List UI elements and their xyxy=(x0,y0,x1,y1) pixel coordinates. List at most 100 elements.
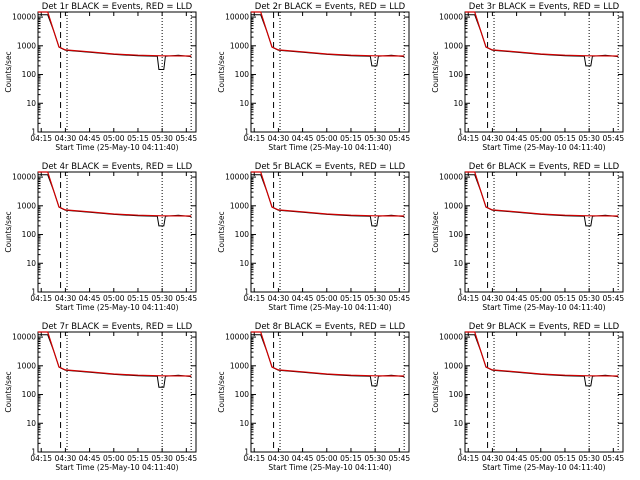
lld-series-line xyxy=(465,11,619,57)
lld-series-line xyxy=(251,171,405,217)
panel-title: Det 9r BLACK = Events, RED = LLD xyxy=(469,322,620,332)
y-tick-label: 100 xyxy=(449,70,464,79)
x-tick-label: 05:15 xyxy=(127,454,149,463)
y-axis-label: Counts/sec xyxy=(4,51,13,92)
panel-title: Det 3r BLACK = Events, RED = LLD xyxy=(469,2,620,12)
x-tick-label: 05:45 xyxy=(603,294,625,303)
plot-frame xyxy=(37,11,197,133)
x-tick-label: 04:30 xyxy=(482,134,504,143)
panel-title: Det 4r BLACK = Events, RED = LLD xyxy=(42,162,193,172)
x-tick-label: 05:45 xyxy=(389,294,411,303)
y-tick-label: 100 xyxy=(449,390,464,399)
x-tick-label: 05:00 xyxy=(316,454,338,463)
panel-4: Det 4r BLACK = Events, RED = LLD 1 10 100 10… xyxy=(4,162,197,312)
x-tick-label: 05:00 xyxy=(530,294,552,303)
y-tick-label: 1000 xyxy=(230,41,249,50)
y-tick-label: 1 xyxy=(244,288,249,297)
x-axis-label: Start Time (25-May-10 04:11:40) xyxy=(482,143,605,152)
lld-series-line xyxy=(38,331,192,377)
y-tick-label: 100 xyxy=(235,390,250,399)
y-axis-label: Counts/sec xyxy=(4,211,13,252)
x-axis-label: Start Time (25-May-10 04:11:40) xyxy=(55,303,178,312)
x-tick-label: 05:30 xyxy=(151,454,173,463)
x-tick-label: 05:00 xyxy=(103,294,125,303)
x-tick-label: 04:15 xyxy=(243,454,265,463)
x-tick-label: 05:30 xyxy=(364,454,386,463)
y-tick-label: 1 xyxy=(458,128,463,137)
y-tick-label: 10 xyxy=(239,99,249,108)
lld-series-line xyxy=(465,171,619,217)
x-tick-label: 05:00 xyxy=(530,134,552,143)
x-tick-label: 04:45 xyxy=(506,134,528,143)
y-tick-label: 10000 xyxy=(439,333,463,342)
x-tick-label: 04:15 xyxy=(457,454,479,463)
y-tick-label: 1 xyxy=(244,128,249,137)
x-tick-label: 04:15 xyxy=(457,294,479,303)
x-tick-label: 04:45 xyxy=(79,134,101,143)
y-axis-label: Counts/sec xyxy=(217,371,226,412)
y-tick-label: 10000 xyxy=(12,173,36,182)
x-tick-label: 04:45 xyxy=(292,454,314,463)
x-tick-label: 04:30 xyxy=(268,294,290,303)
x-tick-label: 04:30 xyxy=(268,454,290,463)
y-tick-label: 100 xyxy=(22,390,37,399)
y-tick-label: 1000 xyxy=(230,361,249,370)
x-tick-label: 05:45 xyxy=(389,134,411,143)
x-tick-label: 05:45 xyxy=(389,454,411,463)
x-tick-label: 05:15 xyxy=(340,294,362,303)
x-tick-label: 04:45 xyxy=(506,454,528,463)
x-tick-label: 04:45 xyxy=(506,294,528,303)
lld-series-line xyxy=(38,171,192,217)
y-tick-label: 10000 xyxy=(225,13,249,22)
x-tick-label: 05:30 xyxy=(578,294,600,303)
y-tick-label: 10 xyxy=(26,99,36,108)
panel-3: Det 3r BLACK = Events, RED = LLD 1 10 100 10… xyxy=(431,2,624,152)
panel-title: Det 1r BLACK = Events, RED = LLD xyxy=(42,2,193,12)
y-tick-label: 1000 xyxy=(17,361,36,370)
x-tick-label: 05:30 xyxy=(151,134,173,143)
x-tick-label: 04:15 xyxy=(243,134,265,143)
lld-series-line xyxy=(251,11,405,57)
y-tick-label: 10 xyxy=(453,419,463,428)
x-tick-label: 04:15 xyxy=(30,454,52,463)
y-tick-label: 10000 xyxy=(12,13,36,22)
plot-frame xyxy=(464,11,624,133)
y-tick-label: 1 xyxy=(244,448,249,457)
plot-frame xyxy=(37,171,197,293)
x-tick-label: 05:00 xyxy=(530,454,552,463)
x-axis-label: Start Time (25-May-10 04:11:40) xyxy=(482,463,605,472)
x-axis-label: Start Time (25-May-10 04:11:40) xyxy=(268,463,391,472)
y-tick-label: 100 xyxy=(235,230,250,239)
x-tick-label: 05:30 xyxy=(578,134,600,143)
y-tick-label: 10 xyxy=(239,259,249,268)
y-tick-label: 10 xyxy=(453,259,463,268)
x-tick-label: 05:30 xyxy=(151,294,173,303)
x-tick-label: 05:45 xyxy=(176,134,198,143)
panel-title: Det 7r BLACK = Events, RED = LLD xyxy=(42,322,193,332)
x-tick-label: 04:30 xyxy=(55,134,77,143)
y-tick-label: 1000 xyxy=(444,201,463,210)
panel-title: Det 8r BLACK = Events, RED = LLD xyxy=(255,322,406,332)
y-axis-label: Counts/sec xyxy=(431,371,440,412)
x-tick-label: 04:15 xyxy=(30,294,52,303)
x-tick-label: 04:30 xyxy=(482,294,504,303)
y-tick-label: 10000 xyxy=(12,333,36,342)
y-tick-label: 10000 xyxy=(439,173,463,182)
x-tick-label: 05:15 xyxy=(554,454,576,463)
x-tick-label: 05:15 xyxy=(127,134,149,143)
y-tick-label: 1 xyxy=(31,448,36,457)
x-tick-label: 04:30 xyxy=(268,134,290,143)
x-tick-label: 05:45 xyxy=(176,454,198,463)
y-tick-label: 1000 xyxy=(230,201,249,210)
plot-frame xyxy=(464,171,624,293)
y-axis-label: Counts/sec xyxy=(431,51,440,92)
panel-5: Det 5r BLACK = Events, RED = LLD 1 10 100 10… xyxy=(217,162,410,312)
x-axis-label: Start Time (25-May-10 04:11:40) xyxy=(55,463,178,472)
y-tick-label: 100 xyxy=(22,70,37,79)
plot-frame xyxy=(37,331,197,453)
lld-series-line xyxy=(251,331,405,377)
panel-7: Det 7r BLACK = Events, RED = LLD 1 10 100 10… xyxy=(4,322,197,472)
x-tick-label: 04:30 xyxy=(55,454,77,463)
panel-1: Det 1r BLACK = Events, RED = LLD 1 10 100 10… xyxy=(4,2,197,152)
y-tick-label: 100 xyxy=(235,70,250,79)
